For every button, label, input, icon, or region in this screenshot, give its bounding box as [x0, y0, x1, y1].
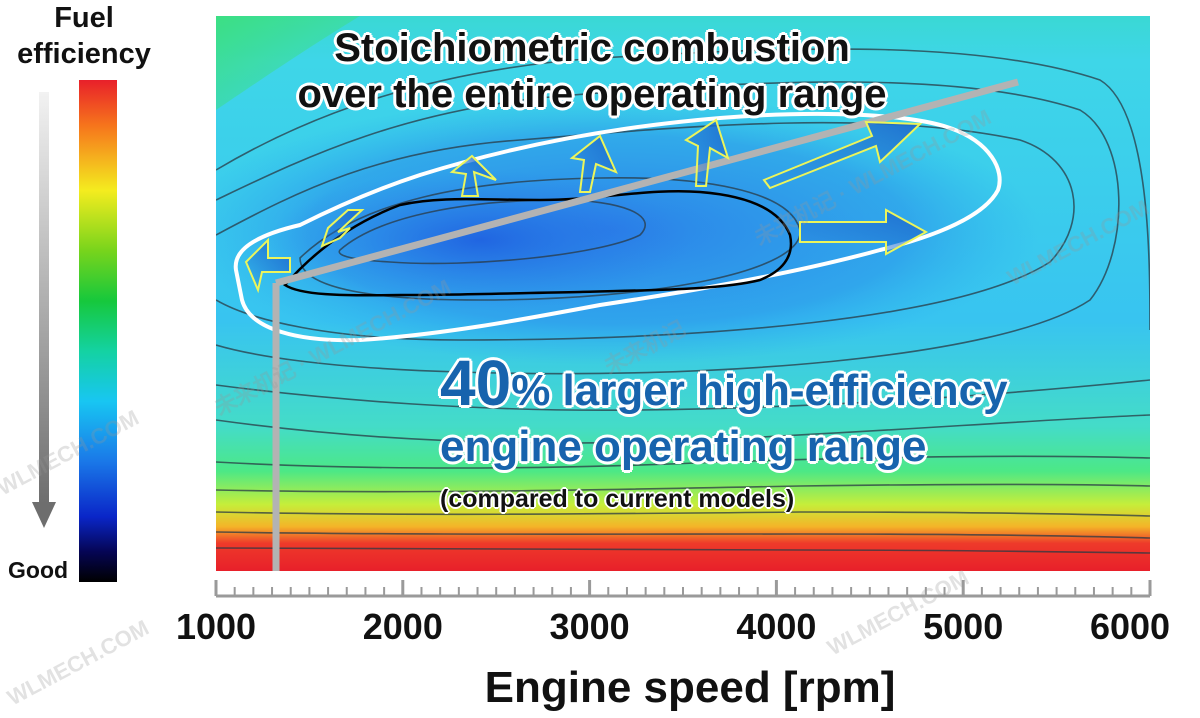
expansion-arrow: [569, 134, 618, 193]
x-tick-label: 1000: [175, 606, 257, 647]
colorbar-title-line2: efficiency: [17, 38, 151, 70]
comparison-note: (compared to current models): [440, 485, 795, 513]
contour-line: [216, 81, 1120, 375]
contour-line: [216, 483, 1150, 493]
efficiency-range-annotation-line1: 40% larger high-efficiency: [440, 351, 1160, 419]
stoichiometric-annotation-line1: Stoichiometric combustion: [334, 26, 850, 70]
heatmap-peak-zone: [270, 170, 690, 310]
contour-lines: [216, 48, 1150, 554]
expansion-arrow: [684, 118, 730, 187]
efficiency-range-percent: 40: [440, 347, 512, 419]
efficiency-range-annotation-line2: engine operating range: [440, 422, 927, 471]
expansion-arrows: [244, 118, 929, 294]
x-tick-label: 3000: [549, 606, 630, 647]
contour-line: [216, 455, 1150, 469]
expansion-arrow: [762, 120, 923, 190]
colorbar-title: Fuel efficiency: [0, 0, 168, 72]
legend-arrow-head: [32, 502, 56, 528]
contour-line: [216, 531, 1150, 539]
colorbar: [79, 80, 117, 582]
efficiency-range-percent-sign: %: [511, 366, 551, 415]
stoichiometric-annotation: Stoichiometric combustion over the entir…: [232, 25, 952, 117]
heatmap-area: [216, 16, 1150, 571]
expansion-arrow: [320, 209, 365, 248]
colorbar-title-line1: Fuel: [54, 2, 114, 34]
contour-line: [216, 511, 1150, 517]
contour-line: [216, 121, 1075, 341]
efficiency-range-annotation: 40% larger high-efficiency engine operat…: [440, 351, 1160, 475]
efficiency-range-annotation-rest: larger high-efficiency: [550, 366, 1008, 415]
stoichiometric-line: [272, 78, 1019, 571]
x-tick-label: 2000: [362, 606, 443, 647]
legend-arrow-shaft: [39, 92, 49, 504]
expansion-arrow: [449, 154, 497, 197]
expansion-arrow: [244, 237, 291, 294]
stoichiometric-line-diagonal: [275, 78, 1019, 287]
x-tick-label: 5000: [923, 606, 1004, 647]
contour-line: [216, 414, 1150, 444]
colorbar-bottom-label: Good: [8, 557, 69, 583]
stoichiometric-annotation-line2: over the entire operating range: [297, 72, 887, 116]
contour-line: [216, 48, 1150, 331]
x-tick-label: 4000: [736, 606, 817, 647]
x-axis-title: Engine speed [rpm]: [484, 663, 896, 712]
contour-line: [338, 199, 646, 265]
x-tick-label: 6000: [1089, 606, 1171, 647]
expansion-arrow: [799, 208, 929, 256]
x-axis: [214, 580, 1152, 598]
current-range-outline: [283, 189, 793, 297]
contour-line: [216, 379, 1150, 411]
heatmap-green-corner: [216, 16, 360, 110]
contour-line: [216, 547, 1150, 554]
expanded-range-outline: [233, 111, 1002, 343]
